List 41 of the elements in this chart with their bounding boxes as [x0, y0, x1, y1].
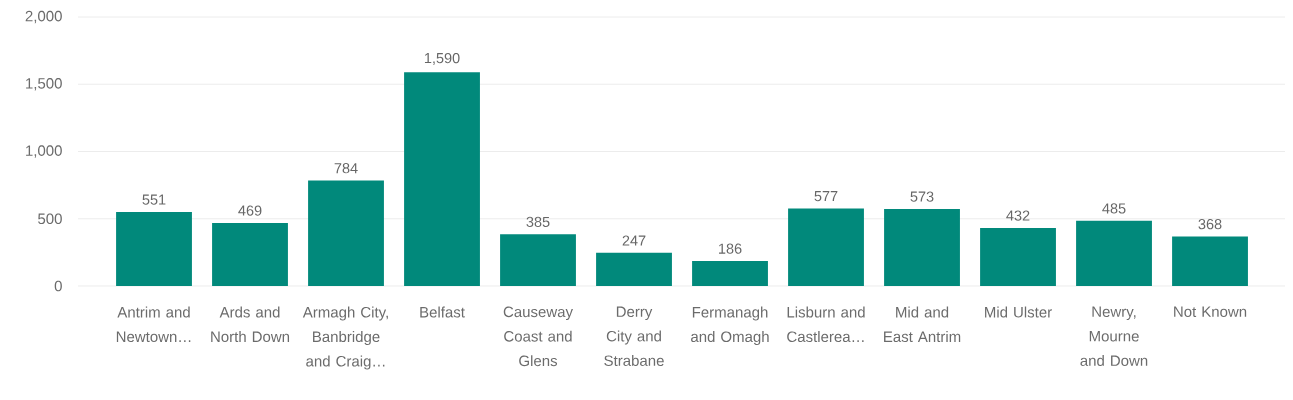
bar	[788, 208, 864, 286]
x-tick-label: Mid and East Antrim	[884, 306, 961, 343]
data-label: 186	[719, 243, 742, 254]
y-tick-label: 2,000	[25, 10, 62, 24]
data-label: 577	[814, 191, 838, 202]
bar	[980, 227, 1056, 286]
x-tick-label: Lisburn and Castlerea…	[787, 306, 865, 343]
x-tick-label: Ards and North Down	[211, 306, 290, 343]
x-tick-label: Newry, Mourne and Down	[1080, 306, 1148, 366]
bar	[500, 234, 576, 286]
data-label: 385	[526, 216, 550, 228]
x-tick-label: Causeway Coast and Glens	[503, 306, 573, 367]
x-tick-label: Mid Ulster	[985, 306, 1052, 318]
bar	[116, 211, 192, 286]
x-tick-label: Belfast	[420, 306, 465, 318]
x-tick-label: Not Known	[1174, 306, 1247, 317]
data-label: 1,590	[424, 52, 460, 65]
x-tick-label: Antrim and Newtown…	[116, 306, 191, 343]
bar	[308, 180, 384, 286]
y-tick-label: 0	[54, 280, 62, 292]
bar	[596, 252, 672, 286]
data-label: 432	[1006, 210, 1030, 221]
bar	[692, 260, 768, 286]
data-label: 485	[1102, 203, 1126, 214]
bar	[884, 208, 960, 286]
bar	[1172, 236, 1248, 286]
bar	[212, 222, 288, 286]
data-label: 247	[622, 235, 646, 246]
y-tick-label: 1,000	[26, 145, 62, 158]
x-tick-label: Fermanagh and Omagh	[691, 306, 769, 346]
bar	[1076, 220, 1152, 286]
data-label: 368	[1198, 219, 1222, 230]
bar	[404, 72, 480, 286]
y-tick-label: 1,500	[26, 78, 62, 91]
x-tick-label: Derry City and Strabane	[604, 306, 664, 366]
data-label: 573	[910, 191, 934, 202]
x-tick-label: Armagh City, Banbridge and Craig…	[302, 306, 388, 370]
y-tick-label: 500	[38, 213, 62, 225]
data-label: 469	[238, 205, 262, 216]
data-label: 784	[334, 163, 358, 174]
data-label: 551	[142, 194, 166, 205]
